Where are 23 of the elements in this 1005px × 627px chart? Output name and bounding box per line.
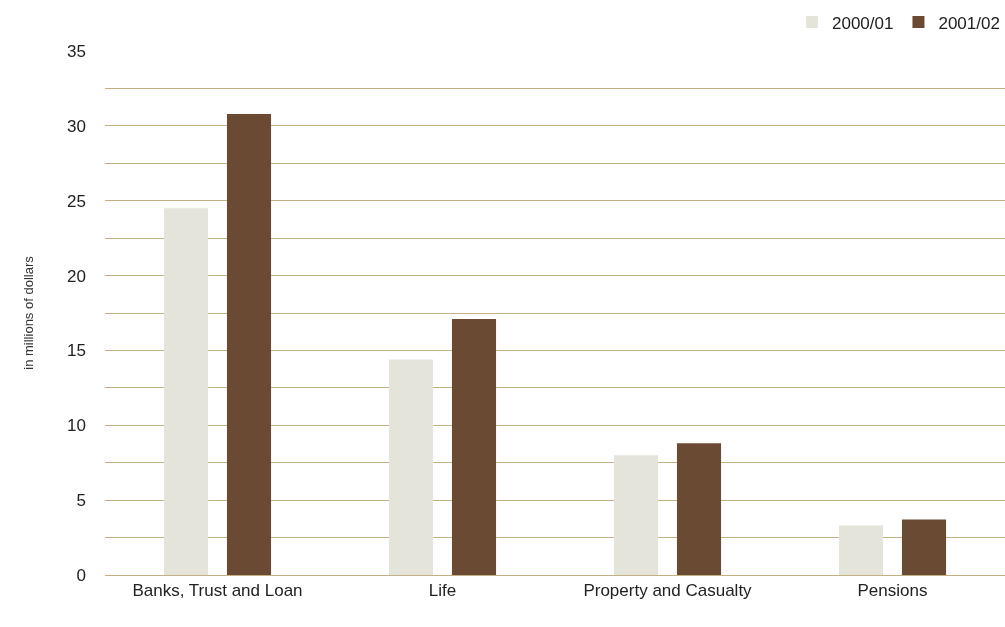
- y-tick-label: 20: [67, 266, 86, 286]
- x-tick-label: Banks, Trust and Loan: [132, 581, 303, 601]
- y-axis-title: in millions of dollars: [21, 255, 37, 370]
- x-tick-label: Property and Casualty: [583, 581, 753, 601]
- bar: [226, 113, 272, 575]
- legend-label: 2001/02: [938, 13, 1000, 33]
- bar: [613, 455, 659, 575]
- y-tick-label: 15: [67, 341, 86, 361]
- bar: [388, 359, 434, 575]
- bar: [901, 519, 947, 575]
- bar: [451, 318, 497, 575]
- x-tick-label: Life: [428, 581, 457, 601]
- bar: [676, 443, 722, 575]
- legend-label: 2000/01: [832, 13, 894, 33]
- y-tick-label: 5: [76, 491, 86, 511]
- x-tick-label: Pensions: [857, 581, 928, 601]
- y-tick-label: 10: [67, 416, 86, 436]
- y-tick-label: 35: [67, 41, 86, 61]
- bar: [838, 525, 884, 575]
- y-tick-label: 0: [76, 565, 86, 585]
- y-tick-label: 25: [67, 191, 86, 211]
- bar: [163, 208, 209, 575]
- y-tick-label: 30: [67, 116, 86, 136]
